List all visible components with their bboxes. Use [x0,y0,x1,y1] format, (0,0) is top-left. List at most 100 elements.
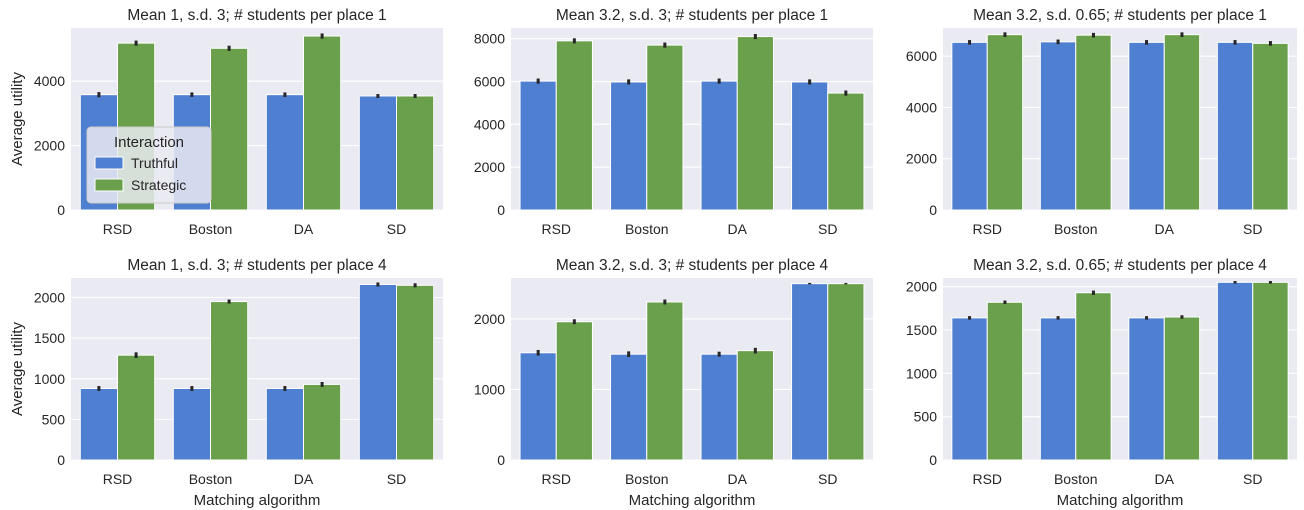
x-axis-label: Matching algorithm [1057,492,1184,509]
chart-panel-5: 0 1000 2000 RSD Boston DA SD Mean 3.2, s.d. 3; … [474,257,873,509]
bar-strategic-rsd [986,34,1024,211]
y-tick-label: 2000 [474,159,505,175]
y-tick-label: 6000 [906,48,937,64]
x-tick-label: DA [294,471,314,487]
bar-truthful-rsd [951,41,988,211]
chart-panel-3: 0 2000 4000 6000 RSD Boston DA SD Mean 3.2, s.d.… [906,7,1297,237]
bar-truthful-da [1128,41,1165,211]
bar-truthful-rsd [519,80,557,211]
x-tick-label: SD [1243,471,1262,487]
panel-title: Mean 1, s.d. 3; # students per place 1 [127,7,386,24]
bar-truthful-rsd [519,352,557,461]
bar-strategic-sd [827,283,865,461]
x-axis-label: Matching algorithm [194,492,321,509]
bar-strategic-boston [210,301,249,461]
legend-label-strategic: Strategic [131,177,186,193]
x-tick-label: DA [294,221,314,237]
y-tick-label: 1000 [906,365,937,381]
x-tick-label: DA [728,471,748,487]
chart-panel-4: 0 500 1000 1500 2000 RSD Boston DA SD Mean 1, s.d… [9,257,443,509]
bar-strategic-boston [646,44,684,211]
y-tick-label: 2000 [906,279,937,295]
y-tick-label: 0 [497,202,505,218]
y-tick-label: 4000 [474,116,505,132]
y-tick-label: 2000 [34,138,65,154]
bar-strategic-sd [827,92,865,211]
panel-title: Mean 3.2, s.d. 3; # students per place 4 [556,257,829,274]
y-tick-label: 500 [914,409,938,425]
chart-panel-6: 0 500 1000 1500 2000 RSD Boston DA SD Mean 3.2, s… [906,257,1297,509]
bar-truthful-da [265,94,304,211]
y-tick-label: 500 [42,411,66,427]
x-tick-label: DA [728,221,748,237]
x-tick-label: RSD [541,221,571,237]
bar-truthful-sd [358,284,397,461]
bar-strategic-rsd [555,321,593,461]
bar-truthful-boston [610,353,648,461]
x-tick-label: SD [818,221,837,237]
bar-strategic-boston [1075,292,1112,461]
y-tick-label: 2000 [34,290,65,306]
x-tick-label: SD [818,471,837,487]
bar-truthful-sd [791,283,829,461]
bar-strategic-rsd [986,301,1024,461]
bar-strategic-da [303,35,342,211]
x-tick-label: RSD [541,471,571,487]
y-tick-label: 4000 [34,73,65,89]
bar-truthful-boston [172,388,212,461]
chart-panel-1: 0 2000 4000 RSD Boston DA SD Mean 1, s.d. 3; # … [9,7,443,237]
panel-title: Mean 1, s.d. 3; # students per place 4 [127,257,387,274]
bar-strategic-sd [1252,42,1289,211]
bar-truthful-boston [1039,317,1077,461]
x-tick-label: SD [1243,221,1262,237]
legend: Interaction Truthful Strategic [86,126,212,204]
x-tick-label: SD [387,471,406,487]
y-tick-label: 4000 [906,99,937,115]
y-tick-label: 1500 [34,330,65,346]
x-tick-label: RSD [972,471,1002,487]
bar-truthful-da [700,353,738,461]
x-tick-label: Boston [625,221,669,237]
x-tick-label: Boston [189,471,233,487]
bar-strategic-sd [1252,281,1289,461]
bar-truthful-da [700,80,738,211]
panel-title: Mean 3.2, s.d. 0.65; # students per plac… [973,257,1267,274]
bar-truthful-sd [358,95,397,211]
legend-swatch-strategic [94,178,124,192]
bar-truthful-boston [610,81,648,211]
y-tick-label: 1000 [34,371,65,387]
bar-strategic-boston [210,47,249,211]
x-tick-label: Boston [189,221,233,237]
y-tick-label: 0 [929,202,937,218]
bar-truthful-rsd [79,388,119,461]
y-tick-label: 1000 [474,381,505,397]
bar-strategic-da [1163,316,1201,461]
bar-truthful-sd [1216,41,1254,211]
bar-strategic-da [736,350,774,461]
bar-strategic-boston [646,301,684,461]
y-tick-label: 0 [57,452,65,468]
y-axis-label: Average utility [9,322,26,416]
x-tick-label: RSD [103,471,133,487]
y-tick-label: 2000 [474,311,505,327]
bar-strategic-da [303,383,342,461]
bar-truthful-boston [1039,41,1077,211]
legend-title: Interaction [114,134,184,151]
x-tick-label: Boston [1054,471,1098,487]
bar-strategic-sd [396,284,435,461]
y-axis-label: Average utility [9,72,26,166]
x-tick-label: Boston [625,471,669,487]
x-tick-label: DA [1155,471,1175,487]
bar-strategic-boston [1075,34,1112,211]
panel-title: Mean 3.2, s.d. 3; # students per place 1 [556,7,828,24]
y-tick-label: 0 [929,452,937,468]
x-tick-label: SD [387,221,406,237]
bar-strategic-sd [396,95,435,211]
bar-truthful-da [1128,317,1165,461]
y-tick-label: 2000 [906,151,937,167]
y-tick-label: 0 [497,452,505,468]
bar-strategic-rsd [555,40,593,211]
panel-title: Mean 3.2, s.d. 0.65; # students per plac… [973,7,1267,24]
x-tick-label: Boston [1054,221,1098,237]
